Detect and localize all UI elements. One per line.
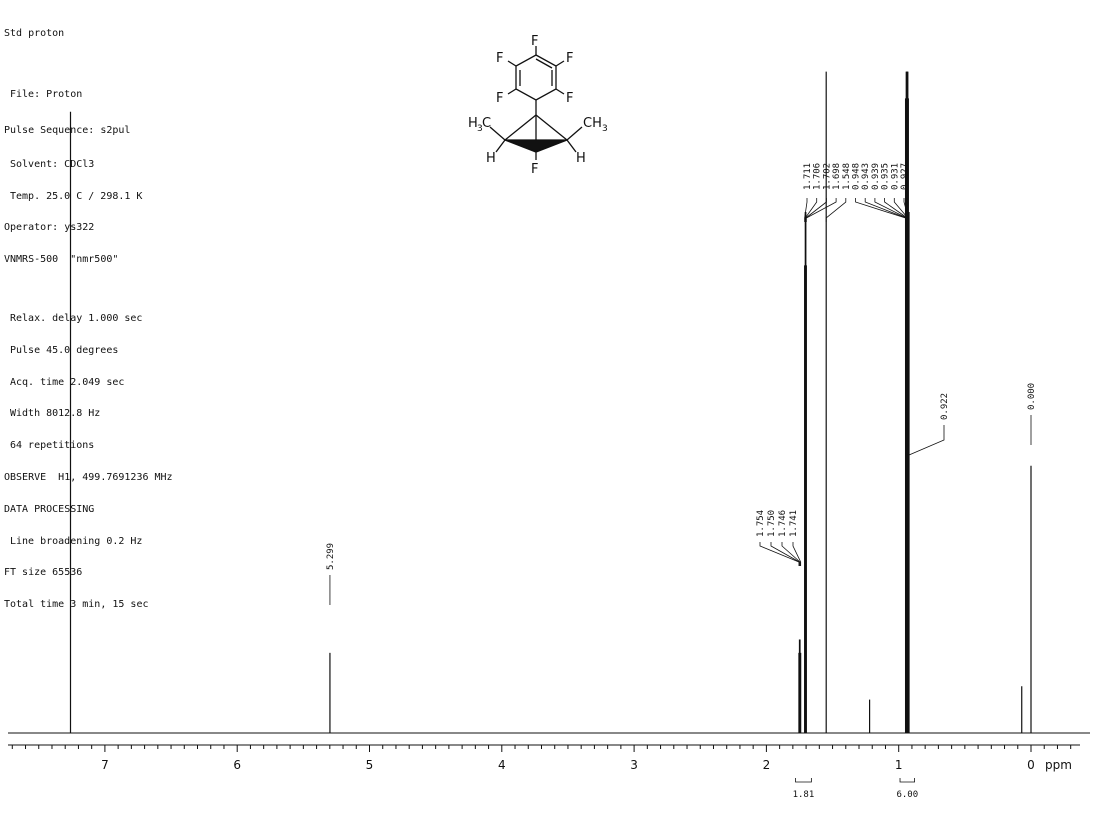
pulse-sequence: Pulse Sequence: s2pul	[4, 124, 131, 136]
acq-repetitions: 64 repetitions	[10, 440, 95, 452]
peak-label-connector	[908, 425, 945, 456]
peak-label-top: 1.698	[832, 163, 842, 190]
cyclopropane-ring	[504, 139, 568, 153]
molecule-labels: F F F F F F H H H 3 C CH 3	[468, 34, 608, 177]
acquisition-parameters: Std proton File: Proton Pulse Sequence: …	[4, 8, 173, 621]
x-tick-label: 7	[101, 758, 109, 772]
atom-f-lower-left: F	[496, 91, 503, 106]
peak-label-single: 5.299	[326, 543, 336, 570]
x-tick-label: 2	[763, 758, 771, 772]
acq-total-time: Total time 3 min, 15 sec	[4, 599, 149, 611]
peak-label-connector	[805, 198, 837, 222]
acq-data-processing: DATA PROCESSING	[4, 503, 95, 515]
atom-h-left: H	[486, 151, 496, 166]
peak-label-connector	[874, 198, 908, 222]
acq-ft-size: FT size 65536	[4, 567, 83, 579]
peak-label-single: 0.000	[1027, 383, 1037, 410]
peak-label-connector	[903, 198, 909, 222]
peak-label-connector	[855, 198, 906, 222]
peak-label-top: 0.931	[890, 163, 900, 190]
integral-bracket	[795, 778, 812, 783]
x-axis: 7 6 5 4 3 2 1 0 ppm	[8, 744, 1080, 772]
peak-label-mid: 1.741	[789, 510, 799, 537]
x-tick-label: 4	[498, 758, 506, 772]
param-operator: Operator: ys322	[4, 222, 95, 234]
molecule-structure	[489, 46, 583, 160]
peak-label-top: 0.943	[861, 163, 871, 190]
methyl-right: CH	[583, 116, 602, 131]
acq-relax-delay: Relax. delay 1.000 sec	[10, 313, 143, 325]
peak-label-mid: 1.754	[756, 510, 766, 537]
x-tick-label: 1	[895, 758, 903, 772]
param-solvent: Solvent: CDCl3	[10, 158, 95, 170]
peak-label-connector	[893, 198, 909, 222]
atom-f-top: F	[531, 34, 538, 49]
atom-h-right: H	[576, 151, 586, 166]
peak-label-top: 0.935	[881, 163, 891, 190]
peak-label-connector	[804, 198, 808, 222]
integral-value: 1.81	[793, 790, 815, 800]
peak-label-connector	[770, 542, 800, 566]
peak-label-connector	[825, 198, 847, 222]
methyl-right-sub: 3	[602, 124, 608, 134]
peak-label-mid: 1.750	[767, 510, 777, 537]
peak-label-top: 0.939	[871, 163, 881, 190]
atom-f-upper-right: F	[566, 51, 573, 66]
peak-label-mid: 1.746	[778, 510, 788, 537]
peak-label-connector	[805, 198, 827, 222]
methyl-left-c: C	[482, 116, 491, 131]
integrals: 1.81 6.00	[793, 778, 918, 800]
x-tick-label: 5	[366, 758, 374, 772]
peak-label-connector	[884, 198, 908, 222]
param-temp: Temp. 25.0 C / 298.1 K	[10, 190, 143, 202]
x-tick-label: 3	[630, 758, 638, 772]
peak-label-connector	[792, 542, 802, 566]
integral-value: 6.00	[896, 790, 918, 800]
atom-f-upper-left: F	[496, 51, 503, 66]
peak-label-top: 1.706	[813, 163, 823, 190]
peak-label-connector	[804, 198, 818, 222]
acq-pulse: Pulse 45.0 degrees	[10, 344, 119, 356]
peak-label-connector	[759, 542, 800, 566]
x-axis-unit: ppm	[1045, 758, 1072, 772]
spectrum-title: Std proton	[4, 28, 65, 40]
peak-label-top: 1.711	[803, 163, 813, 190]
peak-label-connector	[781, 542, 801, 566]
acq-width: Width 8012.8 Hz	[10, 408, 101, 420]
peak-labels: 1.711 1.706 1.702 1.698 1.548 0.948 0.943 0.939…	[326, 163, 1037, 605]
methyl-left-h: H	[468, 116, 478, 131]
acq-time: Acq. time 2.049 sec	[10, 376, 125, 388]
param-instrument: VNMRS-500 "nmr500"	[4, 254, 119, 266]
x-tick-label: 0	[1027, 758, 1035, 772]
benzene-ring	[515, 54, 557, 101]
peak-label-single: 0.922	[940, 393, 950, 420]
peak-label-top: 1.702	[822, 163, 832, 190]
peak-label-top: 0.948	[852, 163, 862, 190]
spectrum-trace	[8, 71, 1090, 734]
x-tick-label: 6	[233, 758, 241, 772]
file-name: File: Proton	[10, 89, 83, 101]
peak-label-top: 0.927	[900, 163, 910, 190]
peak-label-top: 1.548	[842, 163, 852, 190]
peak-label-connector	[864, 198, 907, 222]
integral-bracket	[899, 778, 915, 783]
atom-f-ring: F	[531, 162, 538, 177]
acq-observe: OBSERVE H1, 499.7691236 MHz	[4, 471, 173, 483]
atom-f-lower-right: F	[566, 91, 573, 106]
methyl-left-sub: 3	[477, 124, 483, 134]
